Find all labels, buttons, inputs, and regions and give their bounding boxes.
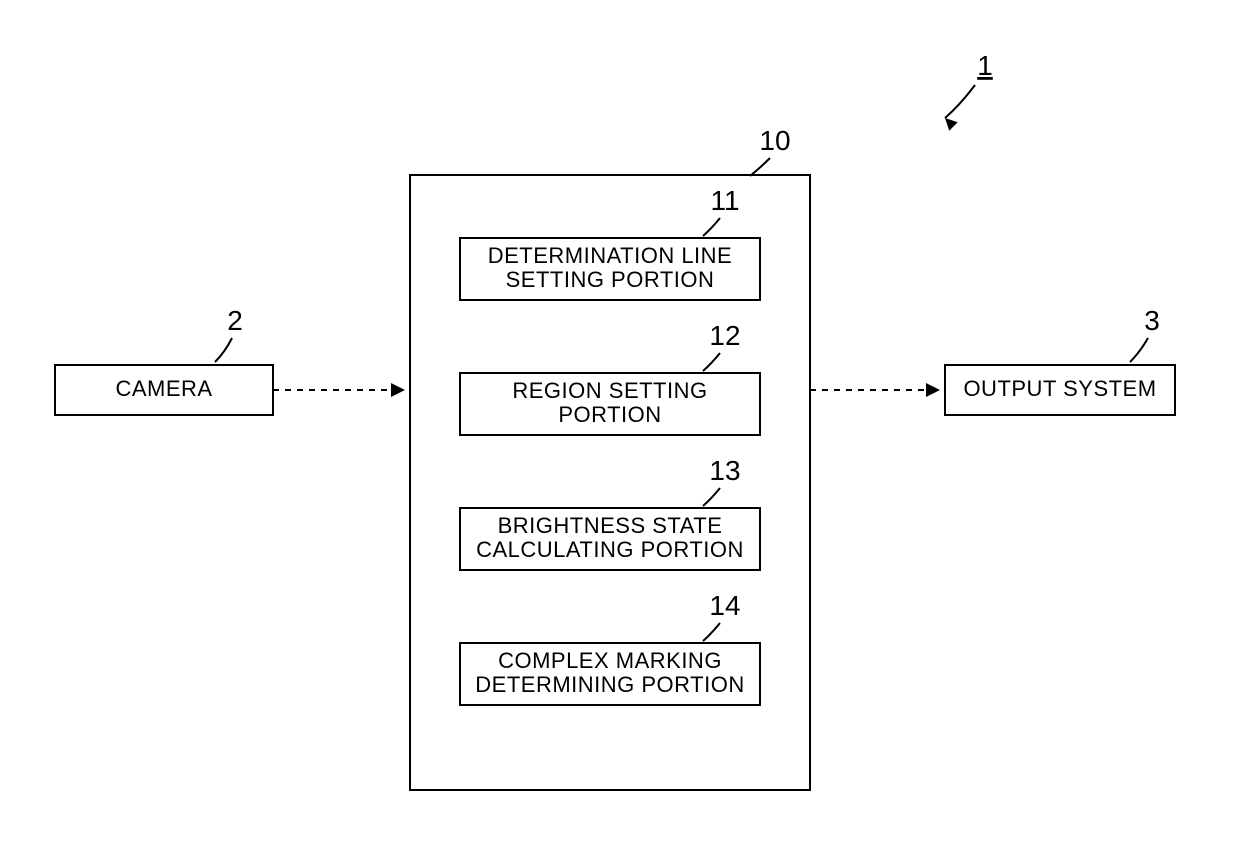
region-label: REGION SETTING	[512, 378, 707, 403]
brightness-label: BRIGHTNESS STATE	[498, 513, 723, 538]
output-leader	[1130, 338, 1148, 362]
container-leader	[750, 158, 770, 176]
system-ref-leader	[945, 85, 975, 118]
output-ref: 3	[1144, 305, 1160, 336]
region-label: PORTION	[558, 402, 661, 427]
det_line-label: DETERMINATION LINE	[488, 243, 733, 268]
camera-ref: 2	[227, 305, 243, 336]
det_line-label: SETTING PORTION	[506, 267, 715, 292]
output-label: OUTPUT SYSTEM	[963, 376, 1156, 401]
brightness-label: CALCULATING PORTION	[476, 537, 744, 562]
complex-leader	[703, 623, 720, 641]
region-ref: 12	[709, 320, 740, 351]
container-ref: 10	[759, 125, 790, 156]
region-leader	[703, 353, 720, 371]
complex-label: COMPLEX MARKING	[498, 648, 722, 673]
camera-label: CAMERA	[115, 376, 212, 401]
complex-label: DETERMINING PORTION	[475, 672, 744, 697]
block-diagram: 10 CAMERA 2 DETERMINATION LINESETTING PORTI…	[0, 0, 1240, 851]
camera-leader	[215, 338, 232, 362]
brightness-leader	[703, 488, 720, 506]
det_line-leader	[703, 218, 720, 236]
system-ref: 1	[977, 50, 993, 81]
complex-ref: 14	[709, 590, 740, 621]
det_line-ref: 11	[710, 185, 739, 216]
brightness-ref: 13	[709, 455, 740, 486]
